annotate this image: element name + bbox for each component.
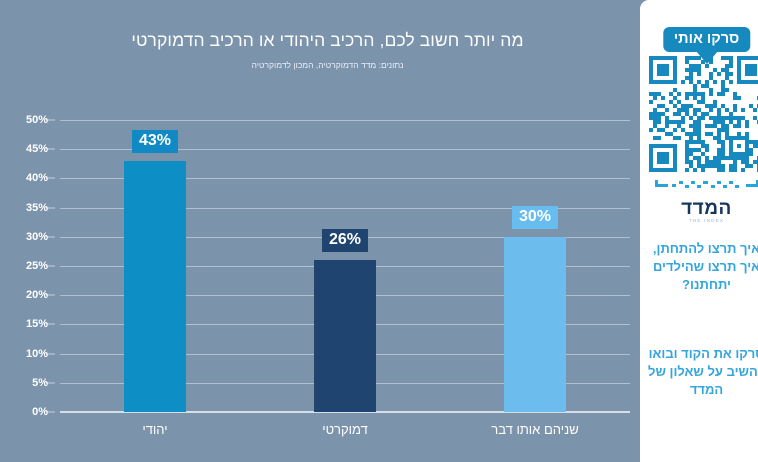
x-axis-category-label: דמוקרטי xyxy=(235,422,425,437)
logo-wordmark: המדד xyxy=(625,199,758,218)
qr-promo-instruction: סרקו את הקוד ובואו להשיב על שאלון של המד… xyxy=(631,345,752,398)
bar-value-label: 26% xyxy=(307,229,353,252)
bar[interactable] xyxy=(109,161,171,412)
bar[interactable] xyxy=(299,260,361,412)
y-axis-tick-label: 10% xyxy=(0,348,33,360)
y-axis-tick-label: 45% xyxy=(0,143,33,155)
chart-title: מה יותר חשוב לכם, הרכיב היהודי או הרכיב … xyxy=(0,30,625,51)
y-axis-tick-label: 20% xyxy=(0,289,33,301)
y-axis-tick-label: 30% xyxy=(0,231,33,243)
chart-panel: מה יותר חשוב לכם, הרכיב היהודי או הרכיב … xyxy=(0,0,625,462)
y-axis-tick-label: 5% xyxy=(0,377,33,389)
y-axis-tick-label: 25% xyxy=(0,260,33,272)
bar-value-label: 43% xyxy=(117,130,163,153)
y-axis-tick-label: 35% xyxy=(0,202,33,214)
hamadad-logo: המדד THE INDEX xyxy=(625,180,758,224)
logo-decoration-icon xyxy=(640,180,744,193)
logo-subtext: THE INDEX xyxy=(625,219,758,224)
bar-value-label: 30% xyxy=(497,206,543,229)
y-axis-tick-label: 15% xyxy=(0,318,33,330)
y-axis-tick-label: 40% xyxy=(0,172,33,184)
plot-area: 50% 45% 40% 35% 30% 25% 20% 15% 10% 5% 0% 43% יהודי 2… xyxy=(45,120,615,412)
y-axis-tick-label: 50% xyxy=(0,114,33,126)
qr-code-svg xyxy=(634,56,750,172)
x-axis-category-label: יהודי xyxy=(45,422,235,437)
qr-code-icon[interactable] xyxy=(634,56,750,172)
gridline xyxy=(45,120,615,121)
qr-promo-panel: סרקו אותי xyxy=(625,0,758,462)
x-axis-category-label: שניהם אותו דבר xyxy=(425,422,615,437)
bar[interactable] xyxy=(489,237,551,412)
chart-subtitle-source: נתונים: מדד הדמוקרטיה, המכון לדמוקרטיה xyxy=(0,60,625,70)
y-axis-tick-label: 0% xyxy=(0,406,33,418)
qr-promo-question: איך תרצו להתחתן, איך תרצו שהילדים יתחתנו… xyxy=(631,240,752,293)
scan-me-badge-pointer xyxy=(681,51,703,64)
scan-me-badge: סרקו אותי xyxy=(648,27,735,52)
